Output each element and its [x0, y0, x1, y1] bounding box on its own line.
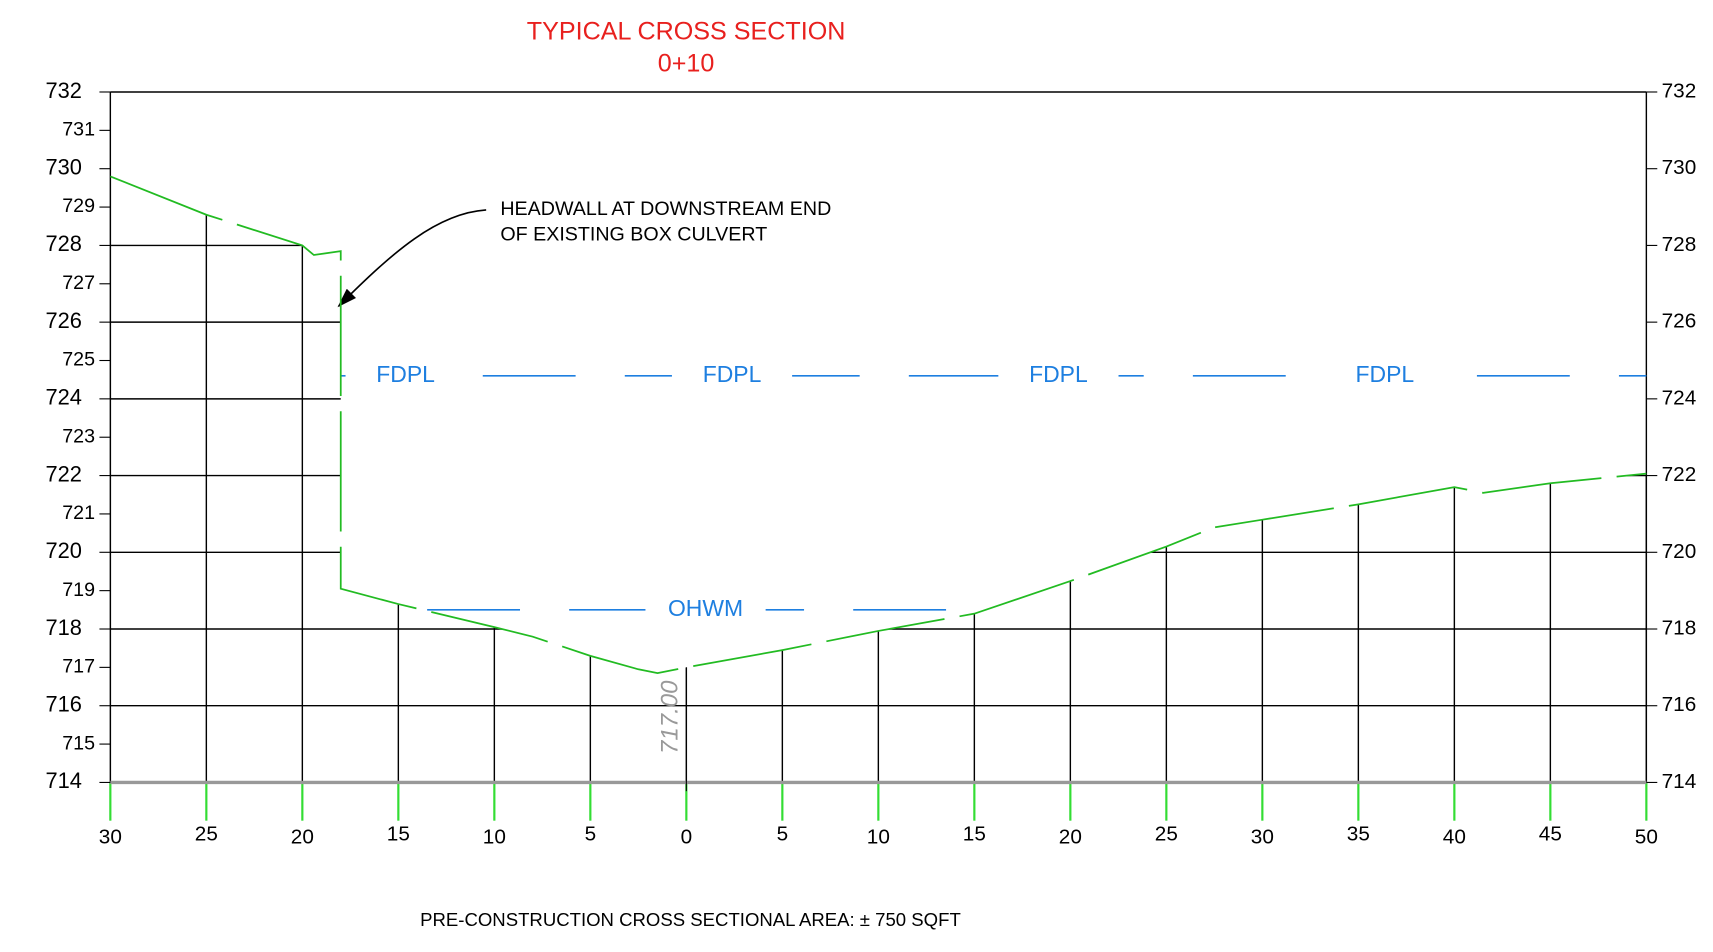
y2-tick-label: 718: [1662, 616, 1697, 639]
subtitle: 0+10: [658, 49, 715, 77]
y-tick-label: 725: [62, 349, 95, 371]
ohwm-label: OHWM: [668, 595, 743, 621]
y-tick-label: 720: [46, 538, 82, 563]
y-tick-label: 727: [62, 272, 95, 294]
label-bg: [1324, 362, 1445, 389]
y-tick-label: 730: [46, 154, 82, 179]
y-tick-label: 722: [46, 461, 82, 486]
y-tick-label: 726: [46, 308, 82, 333]
y2-tick-label: 730: [1662, 156, 1697, 179]
y-tick-label: 721: [62, 502, 95, 524]
y2-tick-label: 726: [1662, 310, 1697, 333]
y2-tick-label: 728: [1662, 233, 1697, 256]
x-tick-label: 25: [195, 822, 218, 845]
fdpl-label: FDPL: [1029, 361, 1088, 387]
label-bg: [998, 362, 1119, 389]
callout: OF EXISTING BOX CULVERT: [500, 223, 767, 245]
x-tick-label: 40: [1443, 826, 1466, 849]
elevation-label: 717.00: [656, 680, 683, 754]
x-tick-label: 30: [99, 826, 122, 849]
y-tick-label: 729: [62, 195, 95, 217]
fdpl-label: FDPL: [703, 361, 762, 387]
y-tick-label: 719: [62, 579, 95, 601]
y2-tick-label: 720: [1662, 540, 1697, 563]
x-tick-label: 10: [483, 826, 506, 849]
x-tick-label: 5: [585, 822, 597, 845]
x-tick-label: 45: [1539, 822, 1562, 845]
y-tick-label: 732: [46, 78, 82, 103]
x-tick-label: 20: [1059, 826, 1082, 849]
x-tick-label: 0: [681, 826, 693, 849]
label-bg: [671, 362, 793, 389]
x-tick-label: 15: [387, 822, 410, 845]
y-tick-label: 716: [46, 691, 82, 716]
y-tick-label: 731: [62, 119, 95, 141]
x-tick-label: 10: [867, 826, 890, 849]
y2-tick-label: 722: [1662, 463, 1697, 486]
y-tick-label: 718: [46, 615, 82, 640]
x-tick-label: 35: [1347, 822, 1370, 845]
x-tick-label: 30: [1251, 826, 1274, 849]
y2-tick-label: 732: [1662, 79, 1697, 102]
fdpl-label: FDPL: [376, 361, 435, 387]
x-tick-label: 50: [1635, 826, 1658, 849]
y2-tick-label: 714: [1662, 770, 1697, 793]
y-tick-label: 728: [46, 231, 82, 256]
title: TYPICAL CROSS SECTION: [527, 18, 846, 46]
ground-line: [110, 175, 1647, 675]
y-tick-label: 717: [62, 656, 95, 678]
y2-tick-label: 716: [1662, 693, 1697, 716]
x-tick-label: 5: [777, 822, 789, 845]
x-tick-label: 20: [291, 826, 314, 849]
x-tick-label: 15: [963, 822, 986, 845]
y-tick-label: 714: [46, 768, 82, 793]
footer: PRE-CONSTRUCTION CROSS SECTIONAL AREA: ±…: [420, 909, 961, 930]
x-tick-label: 25: [1155, 822, 1178, 845]
y-tick-label: 724: [46, 385, 82, 410]
callout-arrow: [337, 209, 487, 308]
fdpl-label: FDPL: [1356, 361, 1415, 387]
y-tick-label: 723: [62, 425, 95, 447]
y-tick-label: 715: [62, 732, 95, 754]
label-bg: [645, 596, 766, 623]
label-bg: [345, 362, 466, 389]
callout: HEADWALL AT DOWNSTREAM END: [500, 198, 831, 220]
y2-tick-label: 724: [1662, 386, 1697, 409]
